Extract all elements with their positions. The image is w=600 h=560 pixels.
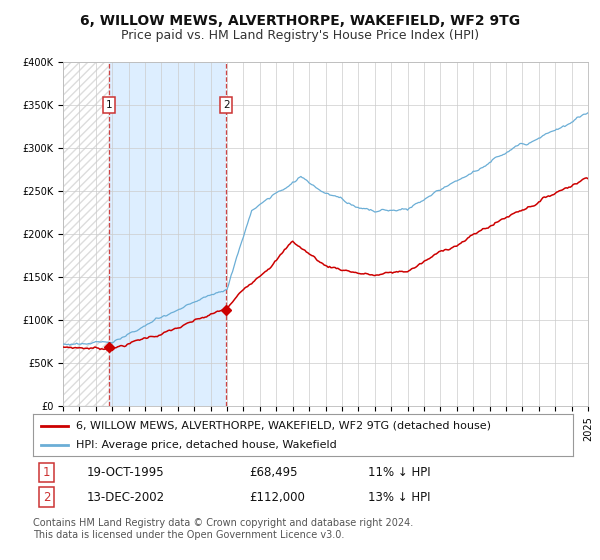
Text: 13-DEC-2002: 13-DEC-2002 <box>87 491 165 504</box>
Text: 13% ↓ HPI: 13% ↓ HPI <box>368 491 430 504</box>
Bar <box>63 62 109 406</box>
Text: 6, WILLOW MEWS, ALVERTHORPE, WAKEFIELD, WF2 9TG (detached house): 6, WILLOW MEWS, ALVERTHORPE, WAKEFIELD, … <box>76 421 491 431</box>
Text: £68,495: £68,495 <box>249 466 298 479</box>
Text: 2: 2 <box>223 100 230 110</box>
Bar <box>109 62 226 406</box>
Text: 19-OCT-1995: 19-OCT-1995 <box>87 466 164 479</box>
Text: HPI: Average price, detached house, Wakefield: HPI: Average price, detached house, Wake… <box>76 440 337 450</box>
Text: 1: 1 <box>106 100 112 110</box>
Text: 6, WILLOW MEWS, ALVERTHORPE, WAKEFIELD, WF2 9TG: 6, WILLOW MEWS, ALVERTHORPE, WAKEFIELD, … <box>80 14 520 28</box>
Text: Price paid vs. HM Land Registry's House Price Index (HPI): Price paid vs. HM Land Registry's House … <box>121 29 479 42</box>
Text: 2: 2 <box>43 491 50 504</box>
Text: 11% ↓ HPI: 11% ↓ HPI <box>368 466 430 479</box>
Bar <box>63 62 109 406</box>
Text: 1: 1 <box>43 466 50 479</box>
Text: £112,000: £112,000 <box>249 491 305 504</box>
Text: Contains HM Land Registry data © Crown copyright and database right 2024.
This d: Contains HM Land Registry data © Crown c… <box>33 518 413 540</box>
